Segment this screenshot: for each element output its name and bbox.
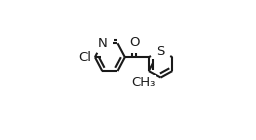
Text: CH₃: CH₃ <box>131 76 155 89</box>
Text: N: N <box>98 37 107 50</box>
Text: S: S <box>156 45 165 58</box>
Text: O: O <box>129 36 139 49</box>
Text: Cl: Cl <box>79 51 92 64</box>
